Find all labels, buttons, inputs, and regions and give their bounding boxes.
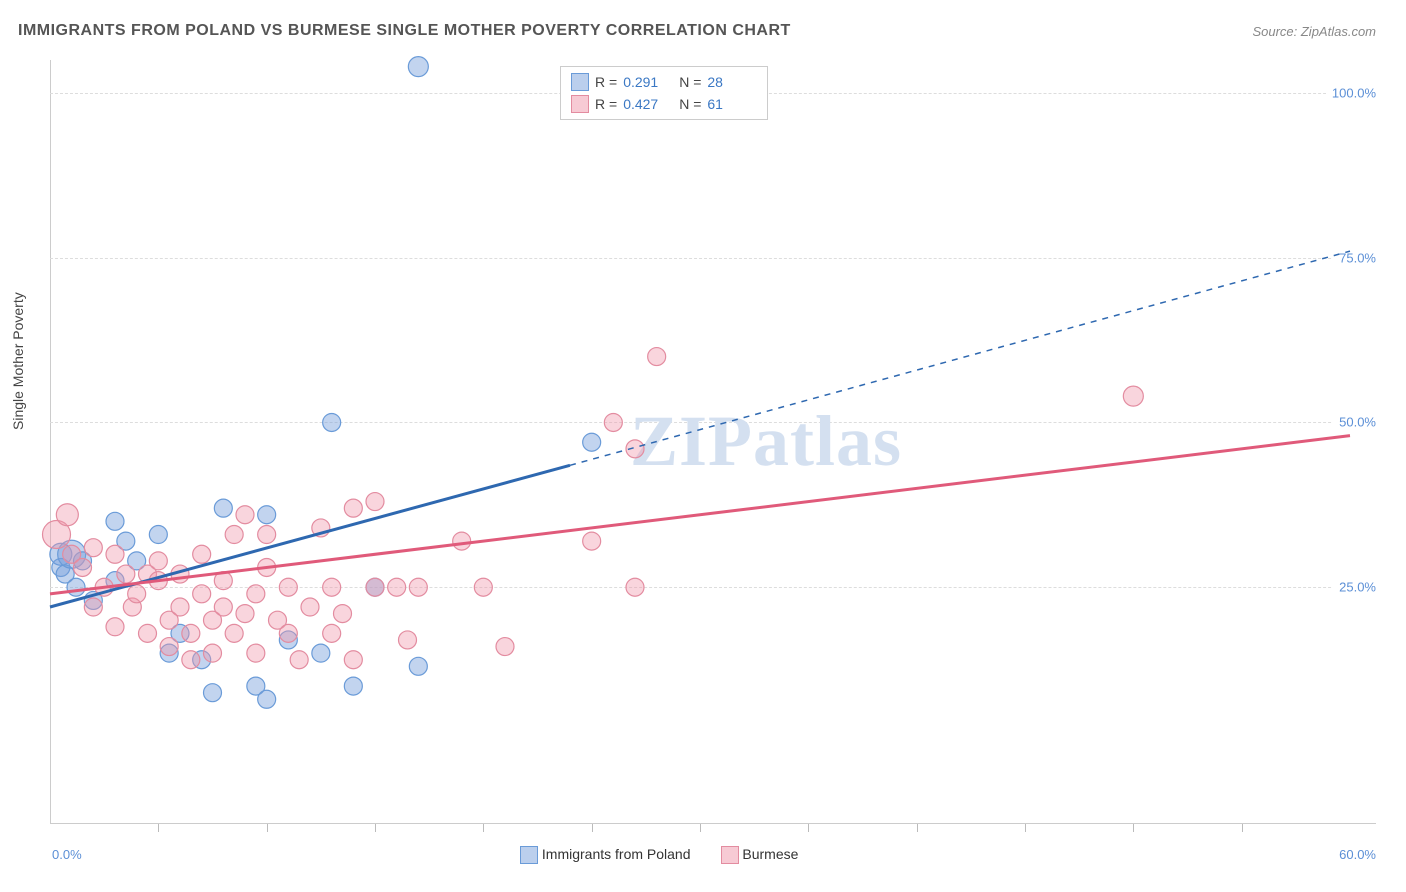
swatch-icon — [520, 846, 538, 864]
scatter-point — [1123, 386, 1143, 406]
r-value: 0.427 — [623, 93, 673, 115]
r-value: 0.291 — [623, 71, 673, 93]
scatter-point — [106, 545, 124, 563]
scatter-point — [193, 545, 211, 563]
scatter-point — [149, 552, 167, 570]
x-tick — [1133, 824, 1134, 832]
stats-row: R = 0.427 N = 61 — [571, 93, 757, 115]
legend-item: Burmese — [721, 846, 799, 864]
scatter-point — [334, 605, 352, 623]
scatter-point — [56, 504, 78, 526]
n-value: 28 — [707, 71, 757, 93]
x-axis-max-label: 60.0% — [1339, 847, 1376, 862]
scatter-point — [258, 506, 276, 524]
stats-legend: R = 0.291 N = 28 R = 0.427 N = 61 — [560, 66, 768, 120]
scatter-point — [182, 651, 200, 669]
scatter-point — [388, 578, 406, 596]
scatter-point — [366, 493, 384, 511]
x-tick — [158, 824, 159, 832]
scatter-point — [604, 413, 622, 431]
scatter-point — [247, 644, 265, 662]
x-tick — [375, 824, 376, 832]
scatter-point — [323, 624, 341, 642]
scatter-point — [171, 598, 189, 616]
scatter-point — [474, 578, 492, 596]
scatter-point — [214, 499, 232, 517]
scatter-point — [225, 624, 243, 642]
scatter-point — [344, 499, 362, 517]
scatter-point — [279, 578, 297, 596]
x-tick — [700, 824, 701, 832]
scatter-point — [301, 598, 319, 616]
scatter-point — [279, 624, 297, 642]
series-legend: Immigrants from Poland Burmese — [520, 846, 798, 864]
scatter-point — [453, 532, 471, 550]
x-tick — [483, 824, 484, 832]
scatter-point — [182, 624, 200, 642]
scatter-point — [323, 578, 341, 596]
scatter-point — [258, 690, 276, 708]
scatter-point — [204, 644, 222, 662]
scatter-point — [408, 57, 428, 77]
x-axis-min-label: 0.0% — [52, 847, 82, 862]
scatter-point — [128, 585, 146, 603]
scatter-point — [247, 585, 265, 603]
scatter-point — [204, 684, 222, 702]
n-label: N = — [679, 93, 701, 115]
r-label: R = — [595, 93, 617, 115]
stats-row: R = 0.291 N = 28 — [571, 71, 757, 93]
scatter-point — [344, 651, 362, 669]
swatch-icon — [721, 846, 739, 864]
scatter-point — [74, 558, 92, 576]
scatter-point — [236, 605, 254, 623]
legend-label: Burmese — [742, 846, 798, 862]
scatter-point — [149, 526, 167, 544]
scatter-point — [106, 618, 124, 636]
x-tick — [808, 824, 809, 832]
scatter-point — [214, 598, 232, 616]
r-label: R = — [595, 71, 617, 93]
scatter-point — [583, 433, 601, 451]
x-axis-line — [50, 823, 1376, 824]
scatter-point — [409, 657, 427, 675]
scatter-point — [366, 578, 384, 596]
x-tick — [1025, 824, 1026, 832]
scatter-point — [258, 526, 276, 544]
scatter-point — [225, 526, 243, 544]
scatter-point — [626, 578, 644, 596]
scatter-point — [160, 638, 178, 656]
scatter-point — [648, 348, 666, 366]
legend-label: Immigrants from Poland — [542, 846, 691, 862]
scatter-point — [344, 677, 362, 695]
scatter-point — [84, 598, 102, 616]
swatch-icon — [571, 95, 589, 113]
n-label: N = — [679, 71, 701, 93]
scatter-point — [399, 631, 417, 649]
scatter-point — [117, 565, 135, 583]
scatter-point — [290, 651, 308, 669]
scatter-plot-svg — [50, 60, 1350, 820]
trend-line-extrapolated — [570, 251, 1350, 465]
y-axis-label: Single Mother Poverty — [10, 292, 26, 430]
scatter-point — [409, 578, 427, 596]
swatch-icon — [571, 73, 589, 91]
x-tick — [592, 824, 593, 832]
scatter-point — [323, 413, 341, 431]
source-attribution: Source: ZipAtlas.com — [1252, 24, 1376, 39]
scatter-point — [312, 644, 330, 662]
n-value: 61 — [707, 93, 757, 115]
x-tick — [267, 824, 268, 832]
x-tick — [917, 824, 918, 832]
chart-title: IMMIGRANTS FROM POLAND VS BURMESE SINGLE… — [18, 22, 791, 40]
scatter-point — [236, 506, 254, 524]
scatter-point — [193, 585, 211, 603]
scatter-point — [139, 624, 157, 642]
scatter-point — [496, 638, 514, 656]
x-tick — [1242, 824, 1243, 832]
scatter-point — [84, 539, 102, 557]
scatter-point — [106, 512, 124, 530]
scatter-point — [67, 578, 85, 596]
scatter-point — [583, 532, 601, 550]
legend-item: Immigrants from Poland — [520, 846, 691, 864]
